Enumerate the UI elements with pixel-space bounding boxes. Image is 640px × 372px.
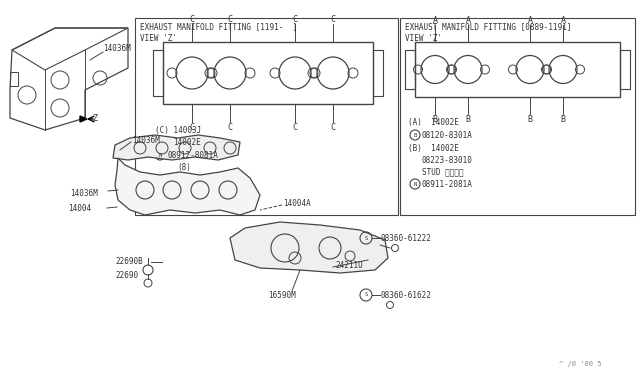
Text: 08223-83010: 08223-83010 [422,155,473,164]
Text: VIEW 'Z': VIEW 'Z' [140,33,177,42]
Bar [405,50,415,89]
Text: 14004: 14004 [68,203,91,212]
Bar [373,50,383,96]
Text: C: C [292,122,298,131]
Bar [153,50,163,96]
Text: A: A [561,16,566,25]
Text: ^ /0 '00 5: ^ /0 '00 5 [559,361,601,367]
Text: 16590M: 16590M [268,291,296,299]
Text: 14002E: 14002E [173,138,201,147]
Bar [10,72,18,86]
Polygon shape [230,222,388,273]
Polygon shape [115,158,260,215]
Text: 08120-8301A: 08120-8301A [422,131,473,140]
Text: A: A [465,16,470,25]
Bar [400,18,635,215]
Text: 22690B: 22690B [115,257,143,266]
Text: (8): (8) [177,163,191,171]
Text: C: C [227,122,232,131]
Text: C: C [292,15,298,23]
Text: 08360-61622: 08360-61622 [381,291,432,299]
Text: (A)  14002E: (A) 14002E [408,118,459,126]
Text: C: C [227,15,232,23]
Text: 22690: 22690 [115,270,138,279]
Text: STUD スタッド: STUD スタッド [422,167,463,176]
Text: 14036M: 14036M [70,189,98,198]
Text: EXHAUST MANIFOLD FITTING [1191-  ]: EXHAUST MANIFOLD FITTING [1191- ] [140,22,297,32]
Polygon shape [113,135,240,160]
Polygon shape [80,116,87,122]
Text: 14036M: 14036M [103,44,131,52]
Text: A: A [433,16,438,25]
Text: C: C [189,122,195,131]
Text: (B)  14002E: (B) 14002E [408,144,459,153]
Bar [135,18,398,215]
Text: VIEW 'Z': VIEW 'Z' [405,33,442,42]
Text: 14036M: 14036M [132,135,160,144]
Bar [620,50,630,89]
Text: B: B [413,132,417,138]
Text: 08911-2081A: 08911-2081A [422,180,473,189]
Text: B: B [561,115,566,124]
Text: EXHAUST MANIFOLD FITTING [0889-1191]: EXHAUST MANIFOLD FITTING [0889-1191] [405,22,572,32]
Text: Z: Z [93,113,97,122]
Text: 14004A: 14004A [283,199,311,208]
Text: A: A [527,16,532,25]
Text: 08912-8081A: 08912-8081A [168,151,219,160]
Bar [163,42,373,104]
Text: B: B [465,115,470,124]
Text: C: C [330,122,335,131]
Text: S: S [364,292,367,298]
Text: S: S [364,235,367,241]
Text: (C) 14003J: (C) 14003J [155,125,201,135]
Text: B: B [527,115,532,124]
Text: B: B [433,115,438,124]
Text: C: C [189,15,195,23]
Text: C: C [330,15,335,23]
Text: N: N [413,182,417,186]
Text: N: N [158,153,162,157]
Text: 24211U: 24211U [335,260,363,269]
Bar [415,42,620,97]
Text: 08360-61222: 08360-61222 [381,234,432,243]
